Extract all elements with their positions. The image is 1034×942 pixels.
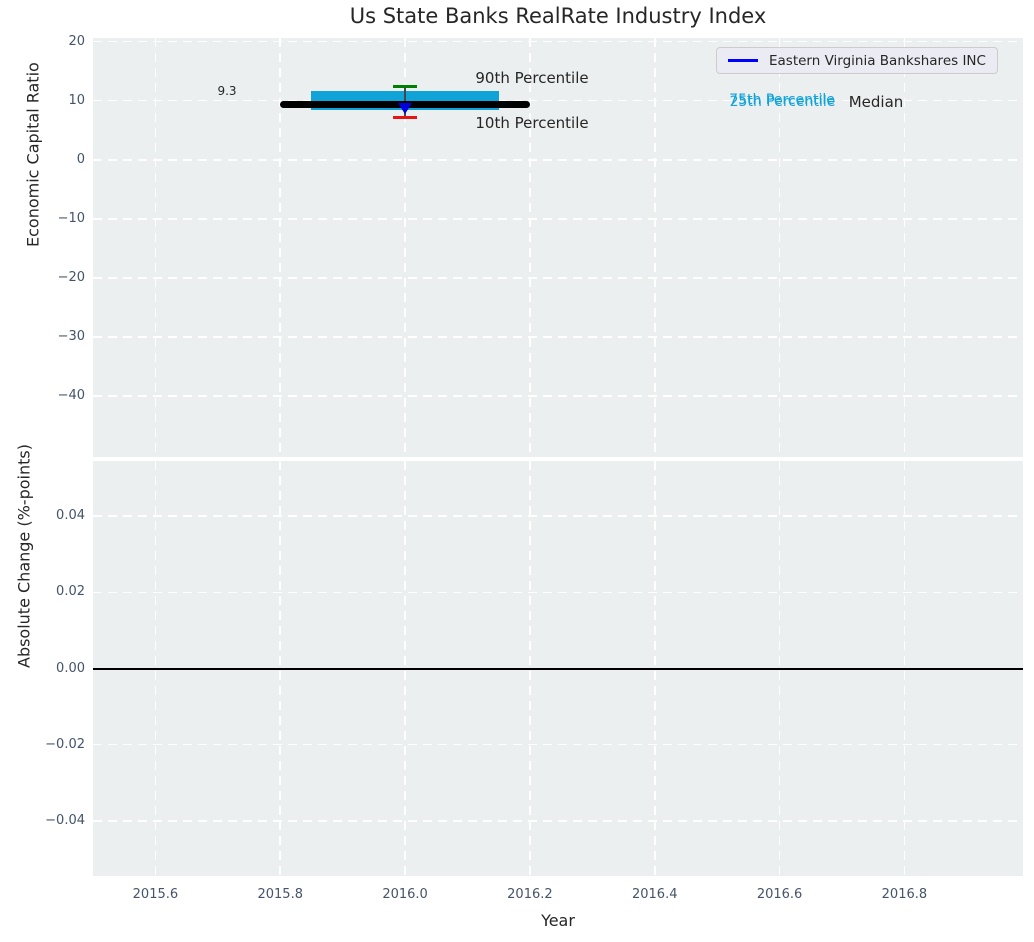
y-tick-label: −0.04 xyxy=(45,812,85,828)
x-tick-label: 2016.6 xyxy=(756,887,803,902)
plot-area-economic-capital-ratio: 20 10 0 −10 −20 −30 −40 xyxy=(58,34,1023,457)
y-tick-label: −20 xyxy=(57,269,85,285)
gridline-horizontal xyxy=(93,743,1023,746)
gridline-horizontal xyxy=(93,277,1023,279)
gridline-vertical xyxy=(903,38,906,457)
annotation-25th-percentile: 25th Percentile xyxy=(729,93,836,110)
y-tick-label: −10 xyxy=(57,210,85,226)
x-tick-label: 2015.6 xyxy=(132,887,179,902)
gridline-horizontal xyxy=(93,158,1023,161)
p10-cap xyxy=(393,115,418,119)
y-tick-label: 0 xyxy=(76,151,85,167)
chart-title: Us State Banks RealRate Industry Index xyxy=(349,4,767,28)
gridline-horizontal xyxy=(93,591,1023,594)
annotation-10th-percentile: 10th Percentile xyxy=(475,114,589,132)
y-tick-label: −0.02 xyxy=(45,736,85,752)
gridline-vertical xyxy=(154,38,157,457)
x-tick-label: 2016.8 xyxy=(881,887,928,902)
gridline-horizontal xyxy=(93,99,1023,102)
x-tick-label: 2015.8 xyxy=(257,887,303,902)
gridline-horizontal xyxy=(93,395,1023,397)
gridline-vertical xyxy=(778,38,781,457)
y-tick-label: 0.00 xyxy=(56,660,85,676)
gridline-vertical xyxy=(653,38,656,457)
x-axis-label: Year xyxy=(541,911,575,930)
gridline-vertical xyxy=(404,38,406,457)
legend: Eastern Virginia Bankshares INC xyxy=(716,47,998,74)
plot-area-absolute-change: 2015.6 2015.8 2016.0 2016.2 2016.4 2016.6 2016… xyxy=(45,461,1023,902)
x-tick-label: 2016.0 xyxy=(382,887,428,902)
gridline-horizontal xyxy=(93,819,1023,822)
annotation-90th-percentile: 90th Percentile xyxy=(475,69,589,87)
gridline-vertical xyxy=(279,38,282,457)
gridline-horizontal xyxy=(93,336,1023,338)
y-tick-label: −30 xyxy=(57,329,85,345)
legend-line-sample xyxy=(728,59,758,62)
annotation-75th-percentile: 75th Percentile xyxy=(729,92,835,108)
gridline-vertical xyxy=(529,38,531,457)
company-marker xyxy=(398,102,413,114)
y-tick-label: 0.02 xyxy=(56,584,85,600)
gridline-horizontal xyxy=(93,515,1023,517)
annotation-median: Median xyxy=(848,93,904,111)
y-tick-label: 10 xyxy=(68,92,85,108)
p90-cap xyxy=(393,84,418,88)
x-tick-label: 2016.2 xyxy=(507,887,553,902)
y-tick-label: 20 xyxy=(68,33,85,49)
gridline-horizontal xyxy=(93,40,1023,43)
gridline-horizontal xyxy=(93,218,1023,220)
legend-label: Eastern Virginia Bankshares INC xyxy=(769,52,986,69)
y-tick-label: −40 xyxy=(57,388,85,404)
y-tick-label: 0.04 xyxy=(56,508,85,524)
x-tick-label: 2016.4 xyxy=(631,887,678,902)
zero-reference-line xyxy=(93,667,1023,670)
annotation-median-value: 9.3 xyxy=(217,84,237,98)
